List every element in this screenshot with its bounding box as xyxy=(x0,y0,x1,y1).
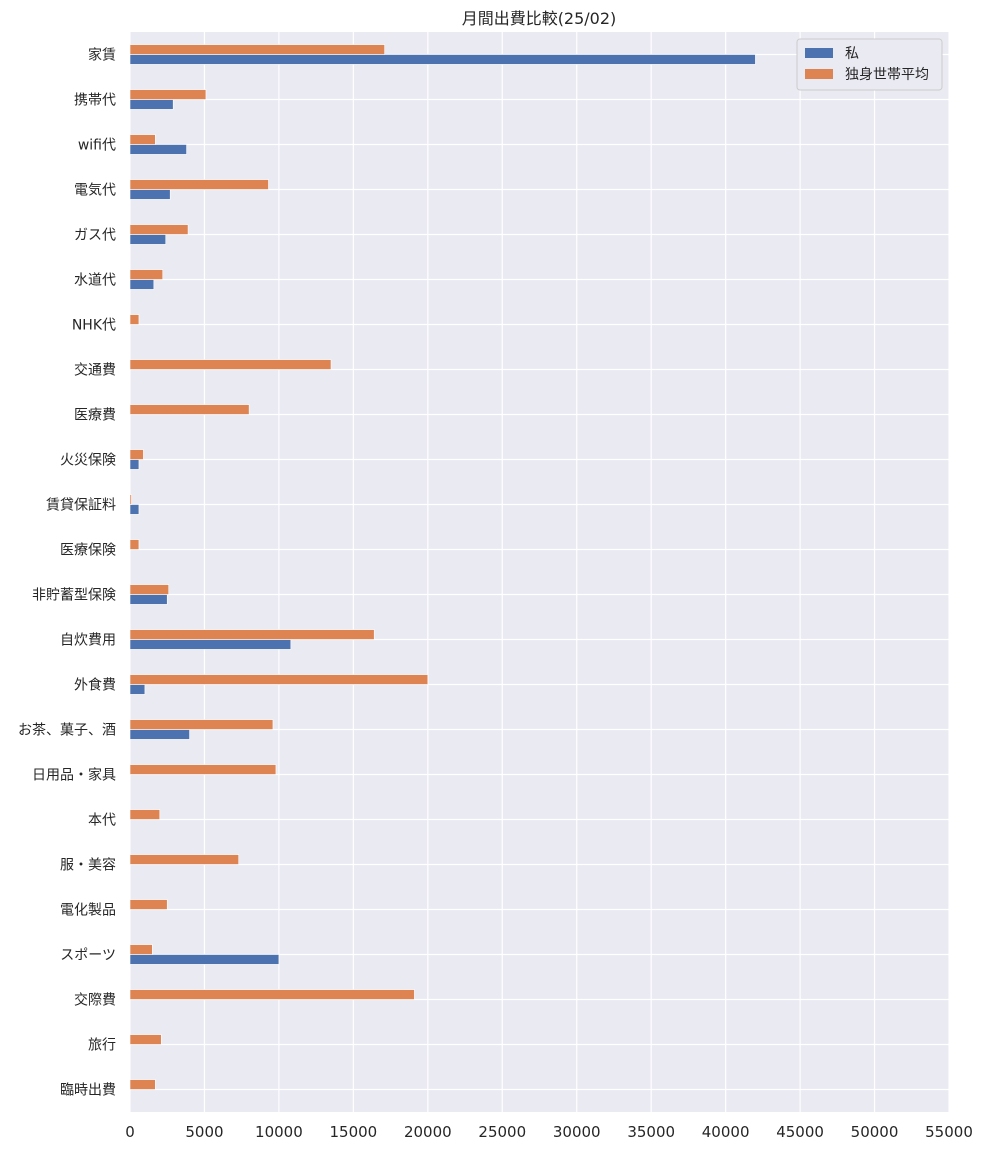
bar-average xyxy=(129,44,385,55)
y-tick-label: 火災保険 xyxy=(60,453,116,469)
x-tick-label: 10000 xyxy=(255,1123,303,1141)
legend-label: 独身世帯平均 xyxy=(845,67,929,83)
bar-mine xyxy=(129,144,187,155)
bar-mine xyxy=(129,99,174,110)
x-tick-labels: 0 5000 10000 15000 20000 25000 30000 35000 40000… xyxy=(125,1123,973,1141)
y-tick-label: スポーツ xyxy=(60,948,116,964)
bar-average xyxy=(129,404,250,415)
bar-average xyxy=(129,989,415,1000)
bar-mine xyxy=(129,594,168,605)
bar-average xyxy=(129,179,269,190)
x-tick-label: 5000 xyxy=(185,1123,223,1141)
bar-average xyxy=(129,674,429,685)
y-tick-label: 賃貸保証料 xyxy=(46,498,116,514)
plot-area xyxy=(130,32,949,1112)
y-tick-label: お茶、菓子、酒 xyxy=(18,723,116,739)
bar-average xyxy=(129,1079,156,1090)
y-tick-label: 非貯蓄型保険 xyxy=(32,588,116,604)
bar-average xyxy=(129,314,140,325)
y-tick-label: 水道代 xyxy=(74,273,116,289)
bar-average xyxy=(129,944,153,955)
x-tick-label: 30000 xyxy=(553,1123,601,1141)
bar-average xyxy=(129,764,277,775)
bar-mine xyxy=(129,954,280,965)
bar-average xyxy=(129,854,240,865)
x-tick-label: 50000 xyxy=(851,1123,899,1141)
y-tick-label: ガス代 xyxy=(74,228,116,244)
y-tick-label: 家賃 xyxy=(88,47,116,64)
y-tick-label: 旅行 xyxy=(88,1038,116,1054)
bar-average xyxy=(129,134,156,145)
bar-mine xyxy=(129,234,167,245)
chart-title: 月間出費比較(25/02) xyxy=(462,9,617,28)
y-tick-label: 医療保険 xyxy=(60,542,116,559)
bar-mine xyxy=(129,684,146,695)
bar-average xyxy=(129,269,164,280)
y-tick-label: NHK代 xyxy=(72,318,116,334)
bar-average xyxy=(129,539,140,550)
y-tick-label: 電化製品 xyxy=(60,903,116,919)
y-tick-label: 臨時出費 xyxy=(60,1083,116,1099)
bar-mine xyxy=(129,279,155,290)
bar-average xyxy=(129,449,144,460)
legend-swatch xyxy=(805,69,833,79)
bar-average xyxy=(129,1034,162,1045)
bar-mine xyxy=(129,729,190,740)
bar-mine xyxy=(129,459,140,470)
legend-label: 私 xyxy=(845,46,859,62)
bar-average xyxy=(129,719,274,730)
x-tick-label: 20000 xyxy=(404,1123,452,1141)
x-tick-label: 35000 xyxy=(627,1123,675,1141)
y-tick-label: 交通費 xyxy=(74,362,116,379)
bar-average xyxy=(129,494,132,505)
bar-mine xyxy=(129,189,171,200)
bar-mine xyxy=(129,504,140,515)
bar-mine xyxy=(129,54,756,65)
legend-box xyxy=(796,38,943,91)
y-tick-label: 本代 xyxy=(88,813,116,829)
bar-average xyxy=(129,224,189,235)
x-tick-label: 55000 xyxy=(925,1123,973,1141)
y-tick-label: 携帯代 xyxy=(74,93,116,109)
bar-average xyxy=(129,89,207,100)
x-tick-label: 45000 xyxy=(776,1123,824,1141)
bar-mine xyxy=(129,639,292,650)
bar-average xyxy=(129,629,375,640)
y-tick-label: 日用品・家具 xyxy=(32,767,116,784)
bars xyxy=(129,44,756,1090)
bar-average xyxy=(129,584,170,595)
y-tick-label: 電気代 xyxy=(74,183,116,199)
x-tick-label: 15000 xyxy=(330,1123,378,1141)
y-tick-label: 交際費 xyxy=(74,992,116,1009)
y-tick-label: wifi代 xyxy=(78,138,116,154)
y-tick-label: 自炊費用 xyxy=(60,633,116,649)
x-tick-label: 0 xyxy=(125,1123,135,1141)
x-tick-label: 40000 xyxy=(702,1123,750,1141)
legend-swatch xyxy=(805,48,833,58)
bar-average xyxy=(129,899,168,910)
y-tick-label: 服・美容 xyxy=(60,857,116,874)
x-tick-label: 25000 xyxy=(478,1123,526,1141)
bar-average xyxy=(129,359,332,370)
y-tick-label: 医療費 xyxy=(74,407,116,424)
bar-average xyxy=(129,809,161,820)
y-tick-label: 外食費 xyxy=(74,677,116,694)
